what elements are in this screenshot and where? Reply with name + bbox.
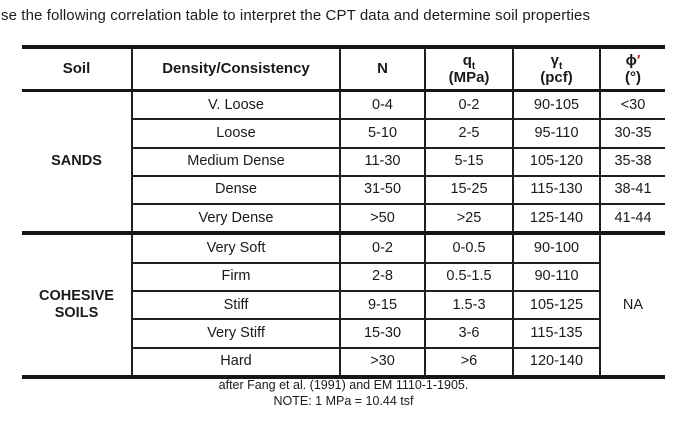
qt-cell: 0.5-1.5: [424, 261, 514, 293]
soil-group-label-cohesive: COHESIVE SOILS: [22, 231, 133, 378]
gamma-cell: 115-135: [512, 318, 601, 349]
gamma-cell: 90-110: [512, 261, 601, 293]
density-cell: Loose: [131, 118, 341, 149]
footnote-note: NOTE: 1 MPa = 10.44 tsf: [273, 394, 414, 409]
gamma-cell: 125-140: [512, 203, 601, 235]
phi-cell: 35-38: [599, 146, 665, 177]
n-cell: 31-50: [339, 174, 426, 206]
n-cell: 0-2: [339, 231, 426, 264]
n-cell: >30: [339, 346, 426, 378]
density-cell: Hard: [131, 346, 341, 378]
gamma-cell: 95-110: [512, 118, 601, 149]
table-row: Firm 2-8 0.5-1.5 90-110: [22, 261, 665, 293]
density-cell: Very Dense: [131, 203, 341, 235]
n-cell: 15-30: [339, 318, 426, 349]
footnote-source: after Fang et al. (1991) and EM 1110-1-1…: [218, 378, 469, 392]
phi-symbol: ϕ′: [625, 51, 641, 69]
qt-cell: 1.5-3: [424, 290, 514, 321]
gamma-unit: (pcf): [540, 69, 573, 86]
col-header-qt: qt (MPa): [424, 47, 514, 92]
qt-cell: 0-0.5: [424, 231, 514, 264]
table-footnote: after Fang et al. (1991) and EM 1110-1-1…: [22, 377, 665, 410]
correlation-table-container: Soil Density/Consistency N qt (MPa) γt (…: [22, 45, 665, 379]
density-cell: Very Soft: [131, 231, 341, 264]
n-cell: 2-8: [339, 261, 426, 293]
table-row: Stiff 9-15 1.5-3 105-125: [22, 290, 665, 321]
table-row: Hard >30 >6 120-140: [22, 346, 665, 378]
table-row: COHESIVE SOILS Very Soft 0-2 0-0.5 90-10…: [22, 231, 665, 378]
qt-cell: 5-15: [424, 146, 514, 177]
phi-cell: 41-44: [599, 203, 665, 235]
page-title: se the following correlation table to in…: [1, 7, 591, 24]
density-cell: Dense: [131, 174, 341, 206]
phi-cell: <30: [599, 89, 665, 121]
col-header-gamma: γt (pcf): [512, 47, 601, 92]
header-row: Soil Density/Consistency N qt (MPa) γt (…: [22, 47, 665, 92]
table-row: Dense 31-50 15-25 115-130 38-41: [22, 174, 665, 206]
qt-cell: 0-2: [424, 89, 514, 121]
col-header-n: N: [339, 47, 426, 92]
n-cell: 11-30: [339, 146, 426, 177]
gamma-cell: 90-100: [512, 231, 601, 264]
gamma-cell: 115-130: [512, 174, 601, 206]
table-row: SANDS V. Loose 0-4 0-2 90-105 <30: [22, 89, 665, 235]
density-cell: Stiff: [131, 290, 341, 321]
table-row: Medium Dense 11-30 5-15 105-120 35-38: [22, 146, 665, 177]
qt-cell: 3-6: [424, 318, 514, 349]
gamma-cell: 105-125: [512, 290, 601, 321]
phi-unit: (°): [625, 69, 641, 86]
density-cell: Firm: [131, 261, 341, 293]
table-row: Very Dense >50 >25 125-140 41-44: [22, 203, 665, 235]
gamma-symbol: γt: [550, 51, 563, 72]
table-row: Very Stiff 15-30 3-6 115-135: [22, 318, 665, 349]
phi-cell: 38-41: [599, 174, 665, 206]
phi-na-cell: NA: [599, 231, 665, 378]
col-header-soil: Soil: [22, 47, 133, 92]
gamma-cell: 90-105: [512, 89, 601, 121]
qt-cell: 15-25: [424, 174, 514, 206]
gamma-cell: 105-120: [512, 146, 601, 177]
n-cell: 0-4: [339, 89, 426, 121]
col-header-density: Density/Consistency: [131, 47, 341, 92]
density-cell: V. Loose: [131, 89, 341, 121]
qt-unit: (MPa): [448, 69, 490, 86]
col-header-phi: ϕ′ (°): [599, 47, 665, 92]
qt-cell: >25: [424, 203, 514, 235]
n-cell: 9-15: [339, 290, 426, 321]
density-cell: Medium Dense: [131, 146, 341, 177]
table-row: Loose 5-10 2-5 95-110 30-35: [22, 118, 665, 149]
n-cell: 5-10: [339, 118, 426, 149]
phi-cell: 30-35: [599, 118, 665, 149]
n-cell: >50: [339, 203, 426, 235]
soil-correlation-table: Soil Density/Consistency N qt (MPa) γt (…: [22, 45, 665, 379]
qt-cell: 2-5: [424, 118, 514, 149]
density-cell: Very Stiff: [131, 318, 341, 349]
qt-symbol: qt: [462, 51, 476, 72]
qt-cell: >6: [424, 346, 514, 378]
gamma-cell: 120-140: [512, 346, 601, 378]
soil-group-label-sands: SANDS: [22, 89, 133, 235]
